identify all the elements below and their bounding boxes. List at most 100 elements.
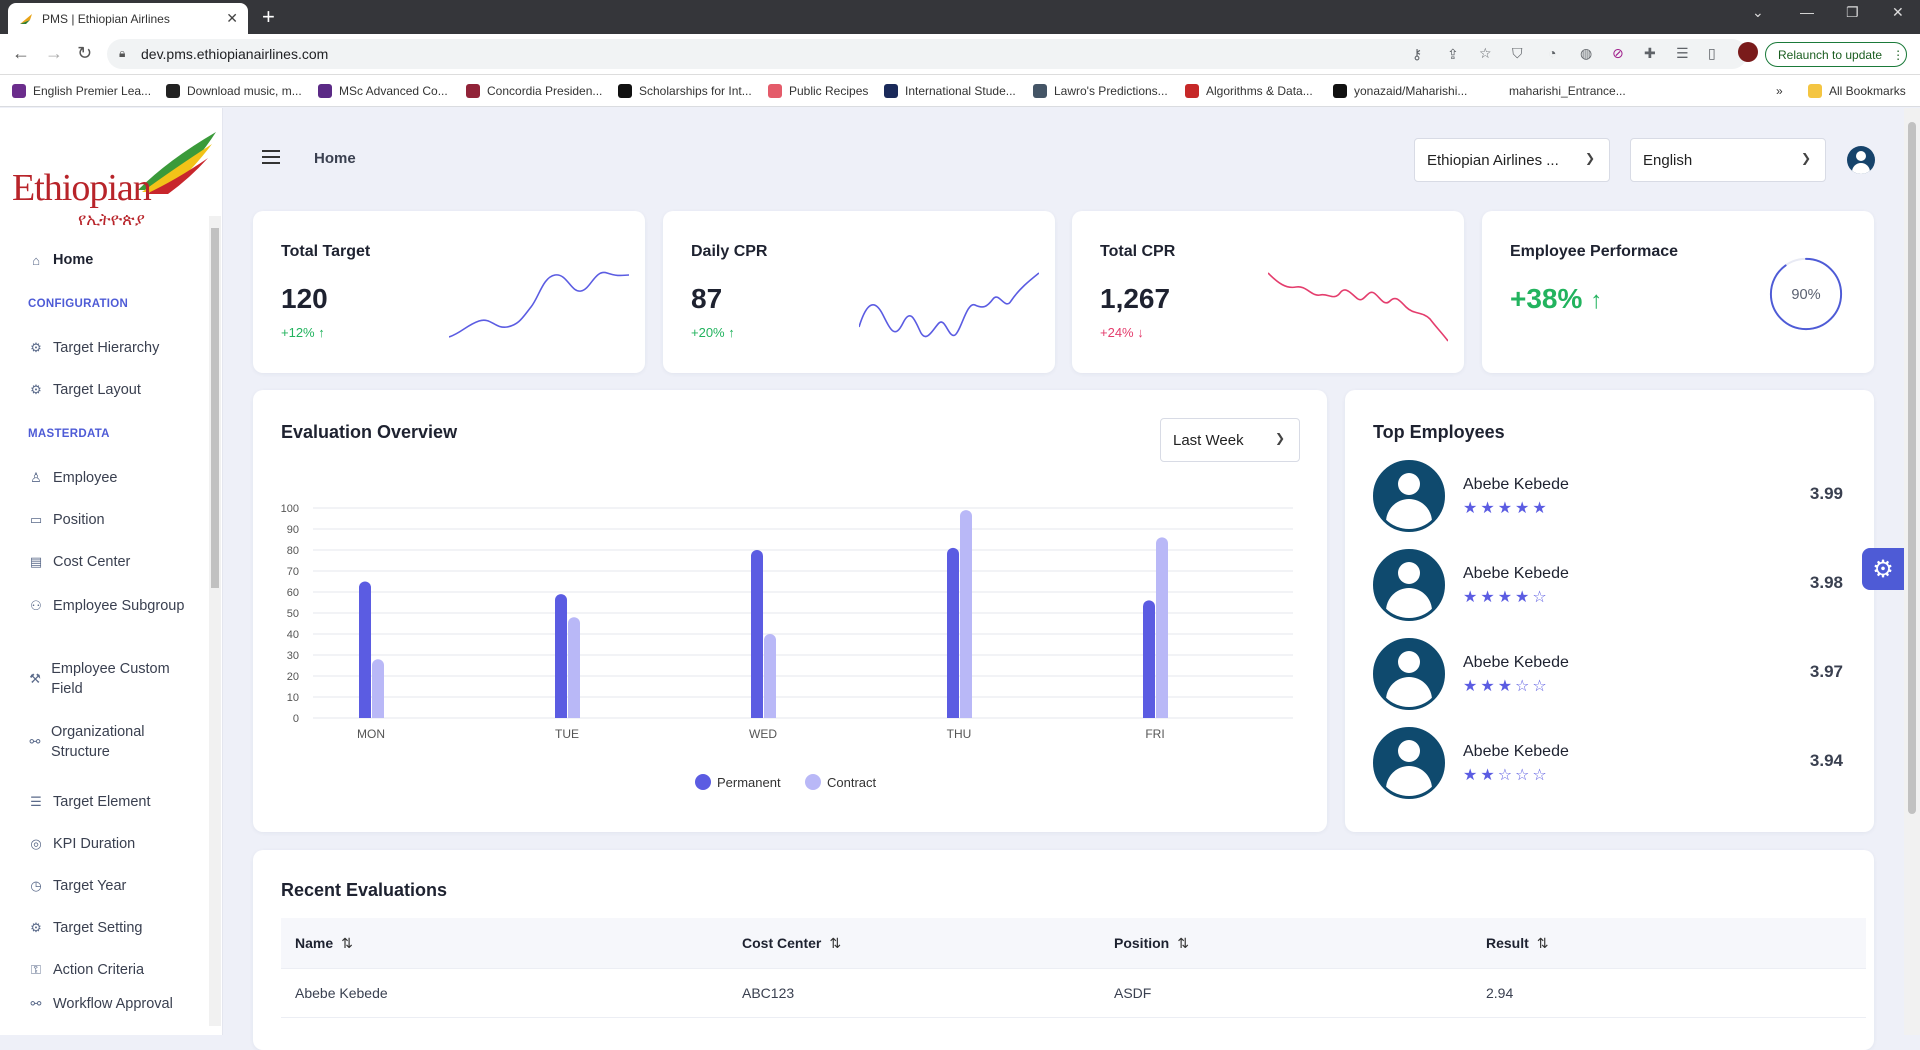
column-header-result[interactable]: Result ⇅ [1472,935,1772,952]
minimize-icon[interactable]: — [1800,4,1814,20]
back-icon[interactable]: ← [12,43,30,63]
company-select[interactable]: Ethiopian Airlines ... ❯ [1414,138,1610,182]
employee-row[interactable]: Abebe Kebede ★★★☆☆ 3.97 [1373,638,1843,712]
company-select-value: Ethiopian Airlines ... [1427,151,1559,169]
y-tick-label: 50 [287,608,299,620]
bookmark-item[interactable]: International Stude... [884,84,1016,98]
employee-row[interactable]: Abebe Kebede ★★★★★ 3.99 [1373,460,1843,534]
bookmark-item[interactable]: MSc Advanced Co... [318,84,448,98]
column-header-position[interactable]: Position ⇅ [1100,935,1472,952]
column-label: Position [1114,934,1170,951]
settings-gear-button[interactable]: ⚙ [1862,548,1904,590]
employee-score: 3.98 [1809,573,1843,592]
top-employees-card: Top Employees Abebe Kebede ★★★★★ 3.99 Ab… [1345,390,1874,832]
period-select-value: Last Week [1173,431,1244,449]
stat-delta: +24% ↓ [1100,325,1144,340]
restore-icon[interactable]: ❐ [1846,4,1859,20]
wallet-icon: ▤ [29,554,43,569]
stat-title: Daily CPR [691,243,768,260]
language-select[interactable]: English ❯ [1630,138,1826,182]
ethiopian-logo[interactable]: Ethiopian የኢትዮጵያ [10,130,216,230]
gear-icon: ⚙ [30,382,42,397]
employee-row[interactable]: Abebe Kebede ★★☆☆☆ 3.94 [1373,727,1843,801]
bookmark-item[interactable]: Download music, m... [166,84,302,98]
sort-icon[interactable]: ⇅ [1177,934,1189,951]
sidebar-item-employee-subgroup[interactable]: ⚇ Employee Subgroup [28,596,188,616]
bookmark-star-icon[interactable]: ☆ [1479,45,1492,61]
sidebar-item-cost-center[interactable]: ▤ Cost Center [28,554,131,570]
sidebar-item-kpi-duration[interactable]: ◎ KPI Duration [28,836,135,852]
sidebar-item-employee[interactable]: ♙ Employee [28,470,117,486]
sidebar-scroll-thumb[interactable] [211,228,219,588]
x-tick-label: THU [947,727,972,741]
period-select[interactable]: Last Week ❯ [1160,418,1300,462]
page-scrollbar[interactable] [1904,108,1920,1035]
sort-icon[interactable]: ⇅ [829,934,842,951]
extension-block-icon[interactable]: ⊘ [1612,45,1624,61]
ring-label: 90% [1791,287,1820,303]
all-bookmarks-button[interactable]: All Bookmarks [1808,84,1906,98]
sidebar-item-target-hierarchy[interactable]: ⚙ Target Hierarchy [28,340,159,356]
share-icon[interactable]: ⇪ [1447,46,1459,62]
tab-search-icon[interactable]: ⌄ [1752,4,1764,20]
sort-icon[interactable]: ⇅ [341,934,353,951]
column-header-name[interactable]: Name ⇅ [281,935,728,952]
sidebar-item-employee-custom-field[interactable]: ⚒ Employee Custom Field [28,659,188,699]
sort-icon[interactable]: ⇅ [1536,934,1549,951]
bar-permanent [751,550,763,718]
column-header-cost-center[interactable]: Cost Center ⇅ [728,935,1100,952]
sidebar-item-target-setting[interactable]: ⚙ Target Setting [28,920,142,936]
section-title: Evaluation Overview [281,422,458,442]
url-field[interactable]: 🔒︎ dev.pms.ethiopianairlines.com ⚷ ⇪ ☆ [107,39,1747,69]
browser-tab[interactable]: PMS | Ethiopian Airlines ✕ [8,3,248,34]
employee-score: 3.99 [1809,484,1843,503]
tab-close-icon[interactable]: ✕ [226,10,238,26]
key-icon[interactable]: ⚷ [1412,46,1423,62]
sidebar-item-workflow-approval[interactable]: ⚯ Workflow Approval [28,994,178,1014]
table-row[interactable]: Abebe Kebede ABC123 ASDF 2.94 [281,968,1866,1018]
sidebar-item-action-criteria[interactable]: ⚿ Action Criteria [28,962,144,978]
bookmark-item[interactable]: Algorithms & Data... [1185,84,1313,98]
stat-card-employee-performance: Employee Performace +38% ↑ 90% [1482,211,1874,373]
sidebar-item-home[interactable]: ⌂ Home [28,252,93,268]
extension-clock-icon[interactable]: ◔ [1548,45,1557,61]
section-title: Recent Evaluations [281,880,448,900]
user-avatar[interactable] [1847,146,1875,174]
more-menu-icon[interactable]: ⋮ [1892,47,1905,62]
bookmark-item[interactable]: Public Recipes [768,84,868,98]
section-configuration: CONFIGURATION [28,298,129,310]
sidebar: Ethiopian የኢትዮጵያ ⌂ Home CONFIGURATION ⚙ Ta… [0,108,223,1035]
bookmark-item[interactable]: yonazaid/Maharishi... [1333,84,1467,98]
relaunch-button[interactable]: Relaunch to update ⋮ [1765,42,1907,67]
profile-avatar[interactable] [1738,42,1758,62]
sidebar-item-target-element[interactable]: ☰ Target Element [28,794,150,810]
side-panel-icon[interactable]: ▯ [1708,45,1716,61]
stat-title: Total Target [281,243,371,260]
bookmark-label: Algorithms & Data... [1206,84,1313,98]
bar-contract [372,659,384,718]
menu-icon[interactable] [262,150,280,168]
sidebar-item-position[interactable]: ▭ Position [28,512,105,528]
reading-list-icon[interactable]: ☰ [1676,45,1689,61]
logo-wing-icon [138,132,216,194]
sidebar-item-target-year[interactable]: ◷ Target Year [28,878,126,894]
close-window-icon[interactable]: ✕ [1892,4,1904,20]
bookmark-item[interactable]: English Premier Lea... [12,84,151,98]
bookmark-item[interactable]: Lawro's Predictions... [1033,84,1168,98]
reload-icon[interactable]: ↻ [77,43,93,63]
sidebar-item-target-layout[interactable]: ⚙ Target Layout [28,382,141,398]
sidebar-item-organizational-structure[interactable]: ⚯ Organizational Structure [28,722,188,762]
bookmark-item[interactable]: Concordia Presiden... [466,84,602,98]
forward-icon[interactable]: → [45,43,63,63]
extension-gauge-icon[interactable]: ◍ [1580,45,1593,61]
bookmark-item[interactable]: maharishi_Entrance... [1488,84,1626,98]
page-scroll-thumb[interactable] [1908,122,1916,814]
more-bookmarks-icon[interactable]: » [1776,84,1783,98]
bookmark-item[interactable]: Scholarships for Int... [618,84,752,98]
new-tab-icon[interactable]: + [262,4,275,29]
extension-shield-icon[interactable]: ⛉ [1512,45,1523,61]
bar-base [947,712,959,718]
employee-row[interactable]: Abebe Kebede ★★★★☆ 3.98 [1373,549,1843,623]
extensions-puzzle-icon[interactable]: ✚ [1644,45,1656,61]
sidebar-scrollbar[interactable] [209,216,221,1026]
